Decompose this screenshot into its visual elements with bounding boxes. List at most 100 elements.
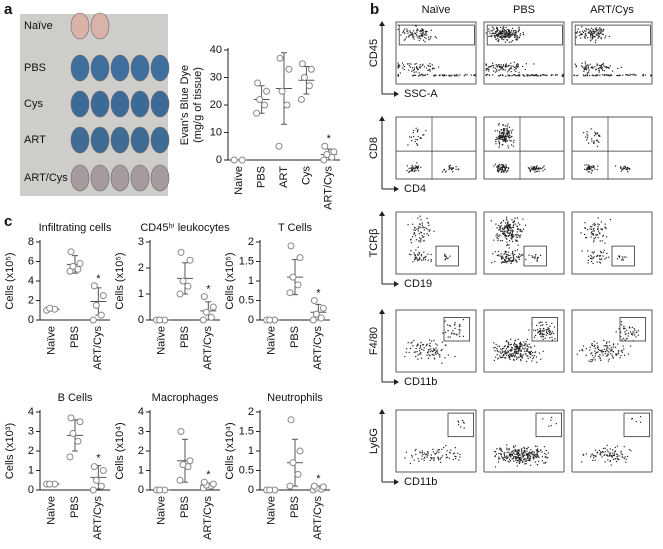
flow-event (605, 351, 606, 352)
flow-event (398, 62, 399, 63)
flow-event (419, 253, 420, 254)
chart-title: CD45ʰⁱ leukocytes (140, 222, 230, 234)
flow-event (507, 244, 508, 245)
flow-event (404, 356, 405, 357)
flow-event (540, 333, 541, 334)
flow-event (500, 69, 501, 70)
flow-event (583, 345, 584, 346)
flow-event (508, 168, 509, 169)
flow-event (455, 456, 456, 457)
flow-event (609, 348, 610, 349)
flow-event (496, 227, 497, 228)
flow-event (428, 65, 429, 66)
flow-event (593, 238, 594, 239)
flow-event (414, 33, 415, 34)
flow-event (512, 458, 513, 459)
flow-event (420, 452, 421, 453)
flow-event (499, 142, 500, 143)
flow-event (592, 263, 593, 264)
flow-event (594, 345, 595, 346)
flow-event (618, 353, 619, 354)
flow-event (628, 335, 629, 336)
flow-event (526, 355, 527, 356)
flow-event (501, 171, 502, 172)
flow-event (582, 349, 583, 350)
flow-event (635, 74, 636, 75)
data-point (208, 314, 214, 320)
flow-event (615, 347, 616, 348)
flow-event (520, 353, 521, 354)
flow-event (445, 258, 446, 259)
flow-event (576, 32, 577, 33)
flow-event (587, 250, 588, 251)
flow-event (510, 456, 511, 457)
flow-event (507, 170, 508, 171)
flow-event (599, 258, 600, 259)
flow-event (508, 230, 509, 231)
flow-event (599, 67, 600, 68)
flow-event (547, 333, 548, 334)
flow-event (506, 352, 507, 353)
flow-event (429, 343, 430, 344)
flow-event (542, 324, 543, 325)
flow-event (498, 255, 499, 256)
flow-event (522, 255, 523, 256)
flow-event (526, 463, 527, 464)
flow-event (489, 33, 490, 34)
brain (151, 91, 169, 117)
flow-event (537, 329, 538, 330)
flow-event (496, 27, 497, 28)
flow-event (586, 139, 587, 140)
flow-event (416, 71, 417, 72)
flow-event (498, 70, 499, 71)
flow-event (594, 66, 595, 67)
flow-event (505, 260, 506, 261)
flow-event (519, 259, 520, 260)
flow-event (550, 331, 551, 332)
y-tick-label: 2 (248, 236, 254, 248)
flow-event (398, 74, 399, 75)
flow-event (596, 29, 597, 30)
flow-event (507, 223, 508, 224)
flow-event (501, 225, 502, 226)
flow-event (589, 228, 590, 229)
flow-event (413, 340, 414, 341)
flow-event (453, 453, 454, 454)
flow-event (498, 170, 499, 171)
flow-event (499, 138, 500, 139)
flow-event (525, 343, 526, 344)
flow-event (594, 455, 595, 456)
flow-event (506, 63, 507, 64)
flow-event (498, 140, 499, 141)
flow-event (531, 166, 532, 167)
flow-event (617, 343, 618, 344)
flow-event (417, 254, 418, 255)
y-axis-label: F4/80 (368, 327, 380, 355)
flow-event (504, 454, 505, 455)
flow-event (509, 449, 510, 450)
data-point (264, 88, 270, 94)
arrow-head (394, 479, 399, 485)
flow-event (504, 457, 505, 458)
flow-event (577, 354, 578, 355)
flow-event (454, 453, 455, 454)
flow-event (523, 354, 524, 355)
flow-event (549, 326, 550, 327)
flow-event (610, 460, 611, 461)
flow-event (554, 338, 555, 339)
flow-event (426, 35, 427, 36)
flow-event (509, 353, 510, 354)
flow-event (424, 66, 425, 67)
flow-event (582, 350, 583, 351)
flow-event (622, 258, 623, 259)
flow-event (581, 34, 582, 35)
flow-event (503, 66, 504, 67)
flow-event (597, 166, 598, 167)
flow-event (426, 233, 427, 234)
flow-event (500, 226, 501, 227)
flow-event (511, 136, 512, 137)
flow-event (594, 141, 595, 142)
flow-event (602, 68, 603, 69)
flow-event (486, 68, 487, 69)
flow-event (590, 40, 591, 41)
